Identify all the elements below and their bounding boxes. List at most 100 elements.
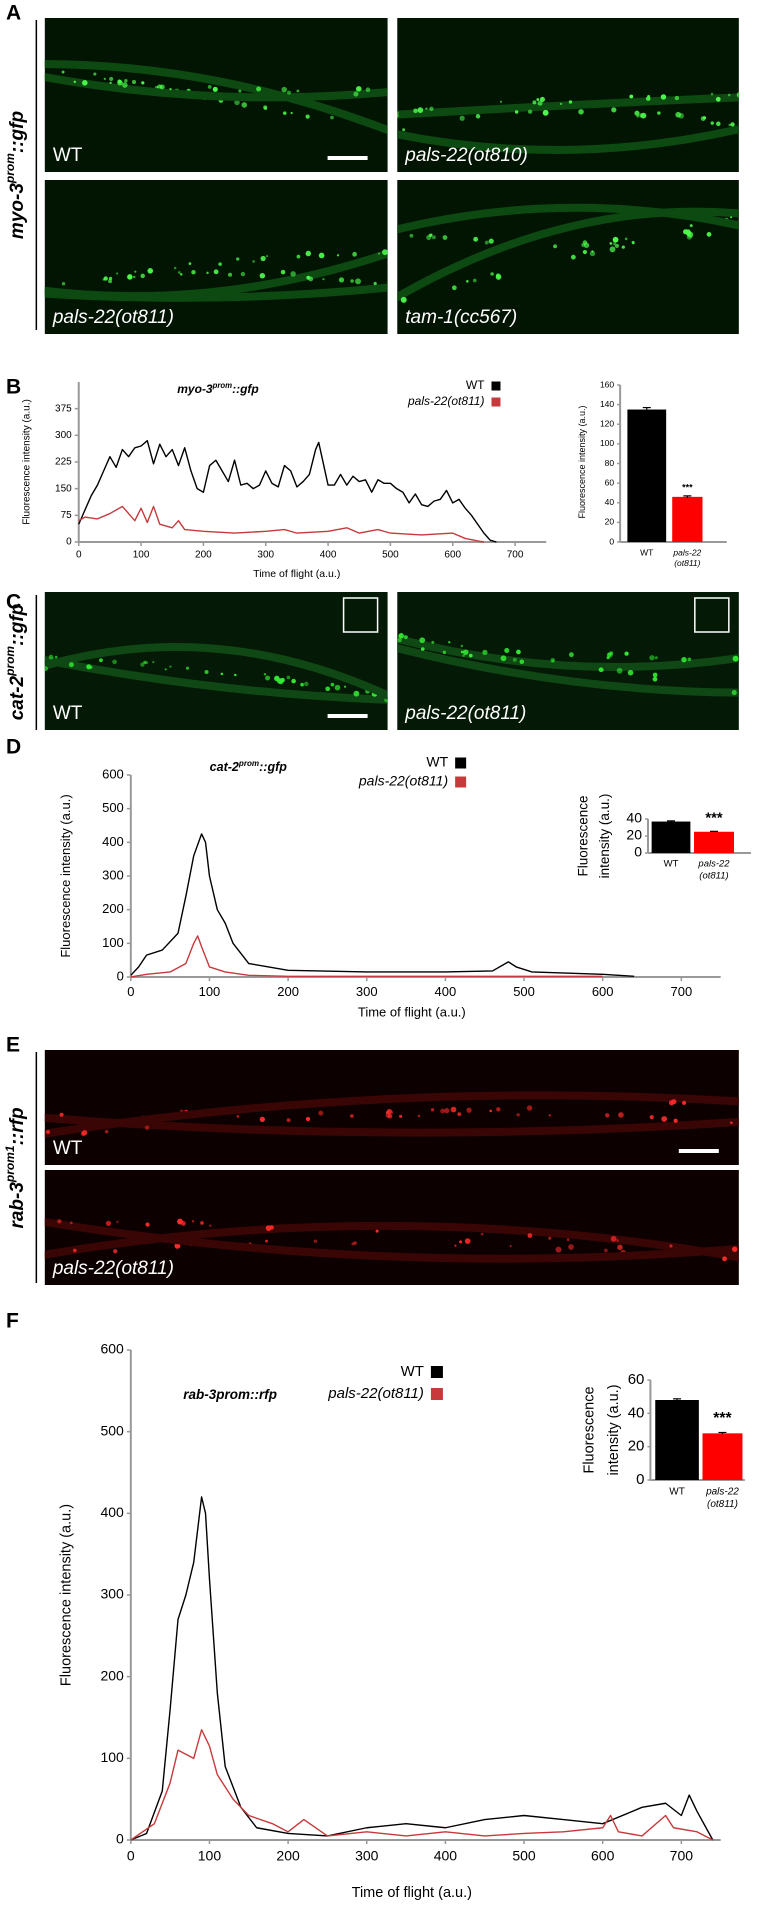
x-tick-label: 500: [513, 984, 535, 999]
micrograph-label: tam-1(cc567): [405, 307, 517, 328]
cell: [460, 644, 464, 648]
cell: [555, 1246, 562, 1253]
cell: [621, 245, 625, 249]
category-label: WT: [640, 547, 653, 557]
cell: [605, 1113, 610, 1118]
cell: [645, 96, 651, 101]
cell: [41, 77, 44, 80]
marker-label: cat-2prom::gfp: [3, 604, 28, 721]
cell: [609, 246, 616, 253]
cell: [185, 666, 190, 670]
cell: [68, 662, 74, 668]
cell: [124, 79, 128, 83]
cell: [304, 681, 309, 687]
y-axis-title: Fluorescence: [575, 795, 590, 876]
cell: [448, 641, 451, 644]
cell: [103, 276, 108, 281]
cell: [392, 91, 397, 96]
cell: [632, 241, 635, 245]
cell: [99, 658, 103, 663]
cell: [398, 633, 404, 639]
title-part: myo-3: [177, 382, 213, 396]
cell: [583, 242, 590, 248]
marker-part: ::gfp: [7, 111, 28, 153]
cell: [81, 1129, 88, 1136]
y-tick-label: 100: [102, 935, 124, 950]
panel-label: D: [6, 736, 21, 759]
y-tick-label: 300: [102, 867, 124, 882]
cell: [660, 94, 667, 100]
cell: [689, 224, 693, 228]
cell: [112, 659, 117, 665]
x-tick-label: 200: [195, 550, 212, 561]
cell: [614, 243, 619, 248]
cell: [44, 1130, 46, 1135]
cell: [336, 254, 340, 257]
legend-label: pals-22(ot811): [407, 394, 485, 408]
cell: [634, 110, 640, 116]
legend-swatch: [491, 381, 501, 391]
cell: [188, 262, 192, 265]
cell: [109, 76, 114, 81]
x-tick-label: 500: [512, 1847, 536, 1863]
micrograph-content: [37, 643, 388, 704]
cell: [228, 272, 233, 277]
cell: [350, 279, 354, 283]
micrograph-label: pals-22(ot811): [404, 703, 526, 724]
panel-label: A: [6, 2, 21, 25]
cell: [236, 1114, 240, 1118]
worm: [44, 1091, 739, 1138]
cell: [542, 109, 549, 116]
category-label: pals-22: [705, 1487, 739, 1498]
cell: [657, 111, 661, 115]
cell: [729, 1121, 733, 1125]
worm: [44, 643, 388, 700]
micrograph: [44, 1050, 739, 1165]
cell: [352, 251, 357, 257]
cell: [169, 665, 172, 668]
y-axis-title: Fluorescence intensity (a.u.): [58, 794, 73, 957]
y-tick-label: 375: [55, 403, 72, 414]
cell: [457, 1112, 462, 1117]
cell: [736, 92, 739, 98]
cell: [399, 1114, 403, 1118]
cell: [37, 656, 41, 660]
cell: [454, 1244, 457, 1247]
worm: [44, 283, 388, 302]
cell: [675, 111, 682, 118]
cell: [612, 242, 616, 246]
cell: [440, 1108, 446, 1114]
micrograph-content: [397, 92, 739, 154]
cell: [206, 271, 209, 274]
cell: [140, 662, 145, 667]
cell: [265, 675, 271, 681]
cell: [730, 216, 733, 219]
significance: ***: [713, 1410, 732, 1427]
micrograph-content: [397, 203, 739, 303]
cell: [428, 233, 433, 238]
y-tick-label: 140: [600, 399, 614, 409]
cell: [442, 235, 448, 240]
cell: [144, 1125, 150, 1130]
cell: [45, 1129, 51, 1135]
cell: [609, 651, 614, 656]
y-tick-label: 20: [628, 1438, 645, 1455]
y-tick-label: 200: [100, 1667, 124, 1683]
legend-swatch: [430, 1388, 443, 1400]
y-axis-title: Fluorescence intensity (a.u.): [21, 399, 32, 525]
cell: [496, 1107, 501, 1112]
cell: [715, 96, 721, 102]
cell: [330, 682, 335, 687]
cell: [673, 1118, 678, 1123]
cell: [548, 1114, 551, 1117]
cell: [238, 89, 242, 93]
category-label: (ot811): [707, 1499, 738, 1510]
cell: [578, 109, 584, 115]
title-part: rab-3prom::rfp: [183, 1387, 277, 1402]
cell: [616, 667, 623, 674]
y-tick-label: 80: [605, 458, 615, 468]
cell: [444, 1108, 450, 1114]
error-bar: [667, 820, 676, 823]
cell: [403, 635, 408, 640]
